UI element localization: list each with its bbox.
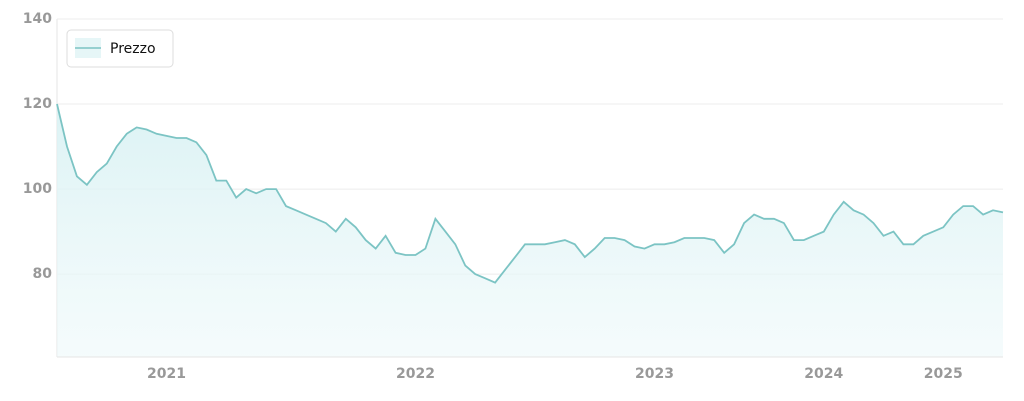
x-tick-label: 2024 <box>804 366 843 382</box>
line <box>56 103 1004 284</box>
x-tick-label: 2023 <box>635 366 674 382</box>
y-tick-label: 80 <box>33 266 53 282</box>
x-tick-label: 2022 <box>396 366 435 382</box>
y-tick-label: 100 <box>23 181 52 197</box>
y-tick-label: 120 <box>23 96 52 112</box>
x-tick-label: 2025 <box>924 366 963 382</box>
x-tick-label: 2021 <box>147 366 186 382</box>
area <box>57 104 1003 357</box>
legend-text: Prezzo <box>110 41 156 57</box>
y-tick-label: 140 <box>23 11 52 27</box>
